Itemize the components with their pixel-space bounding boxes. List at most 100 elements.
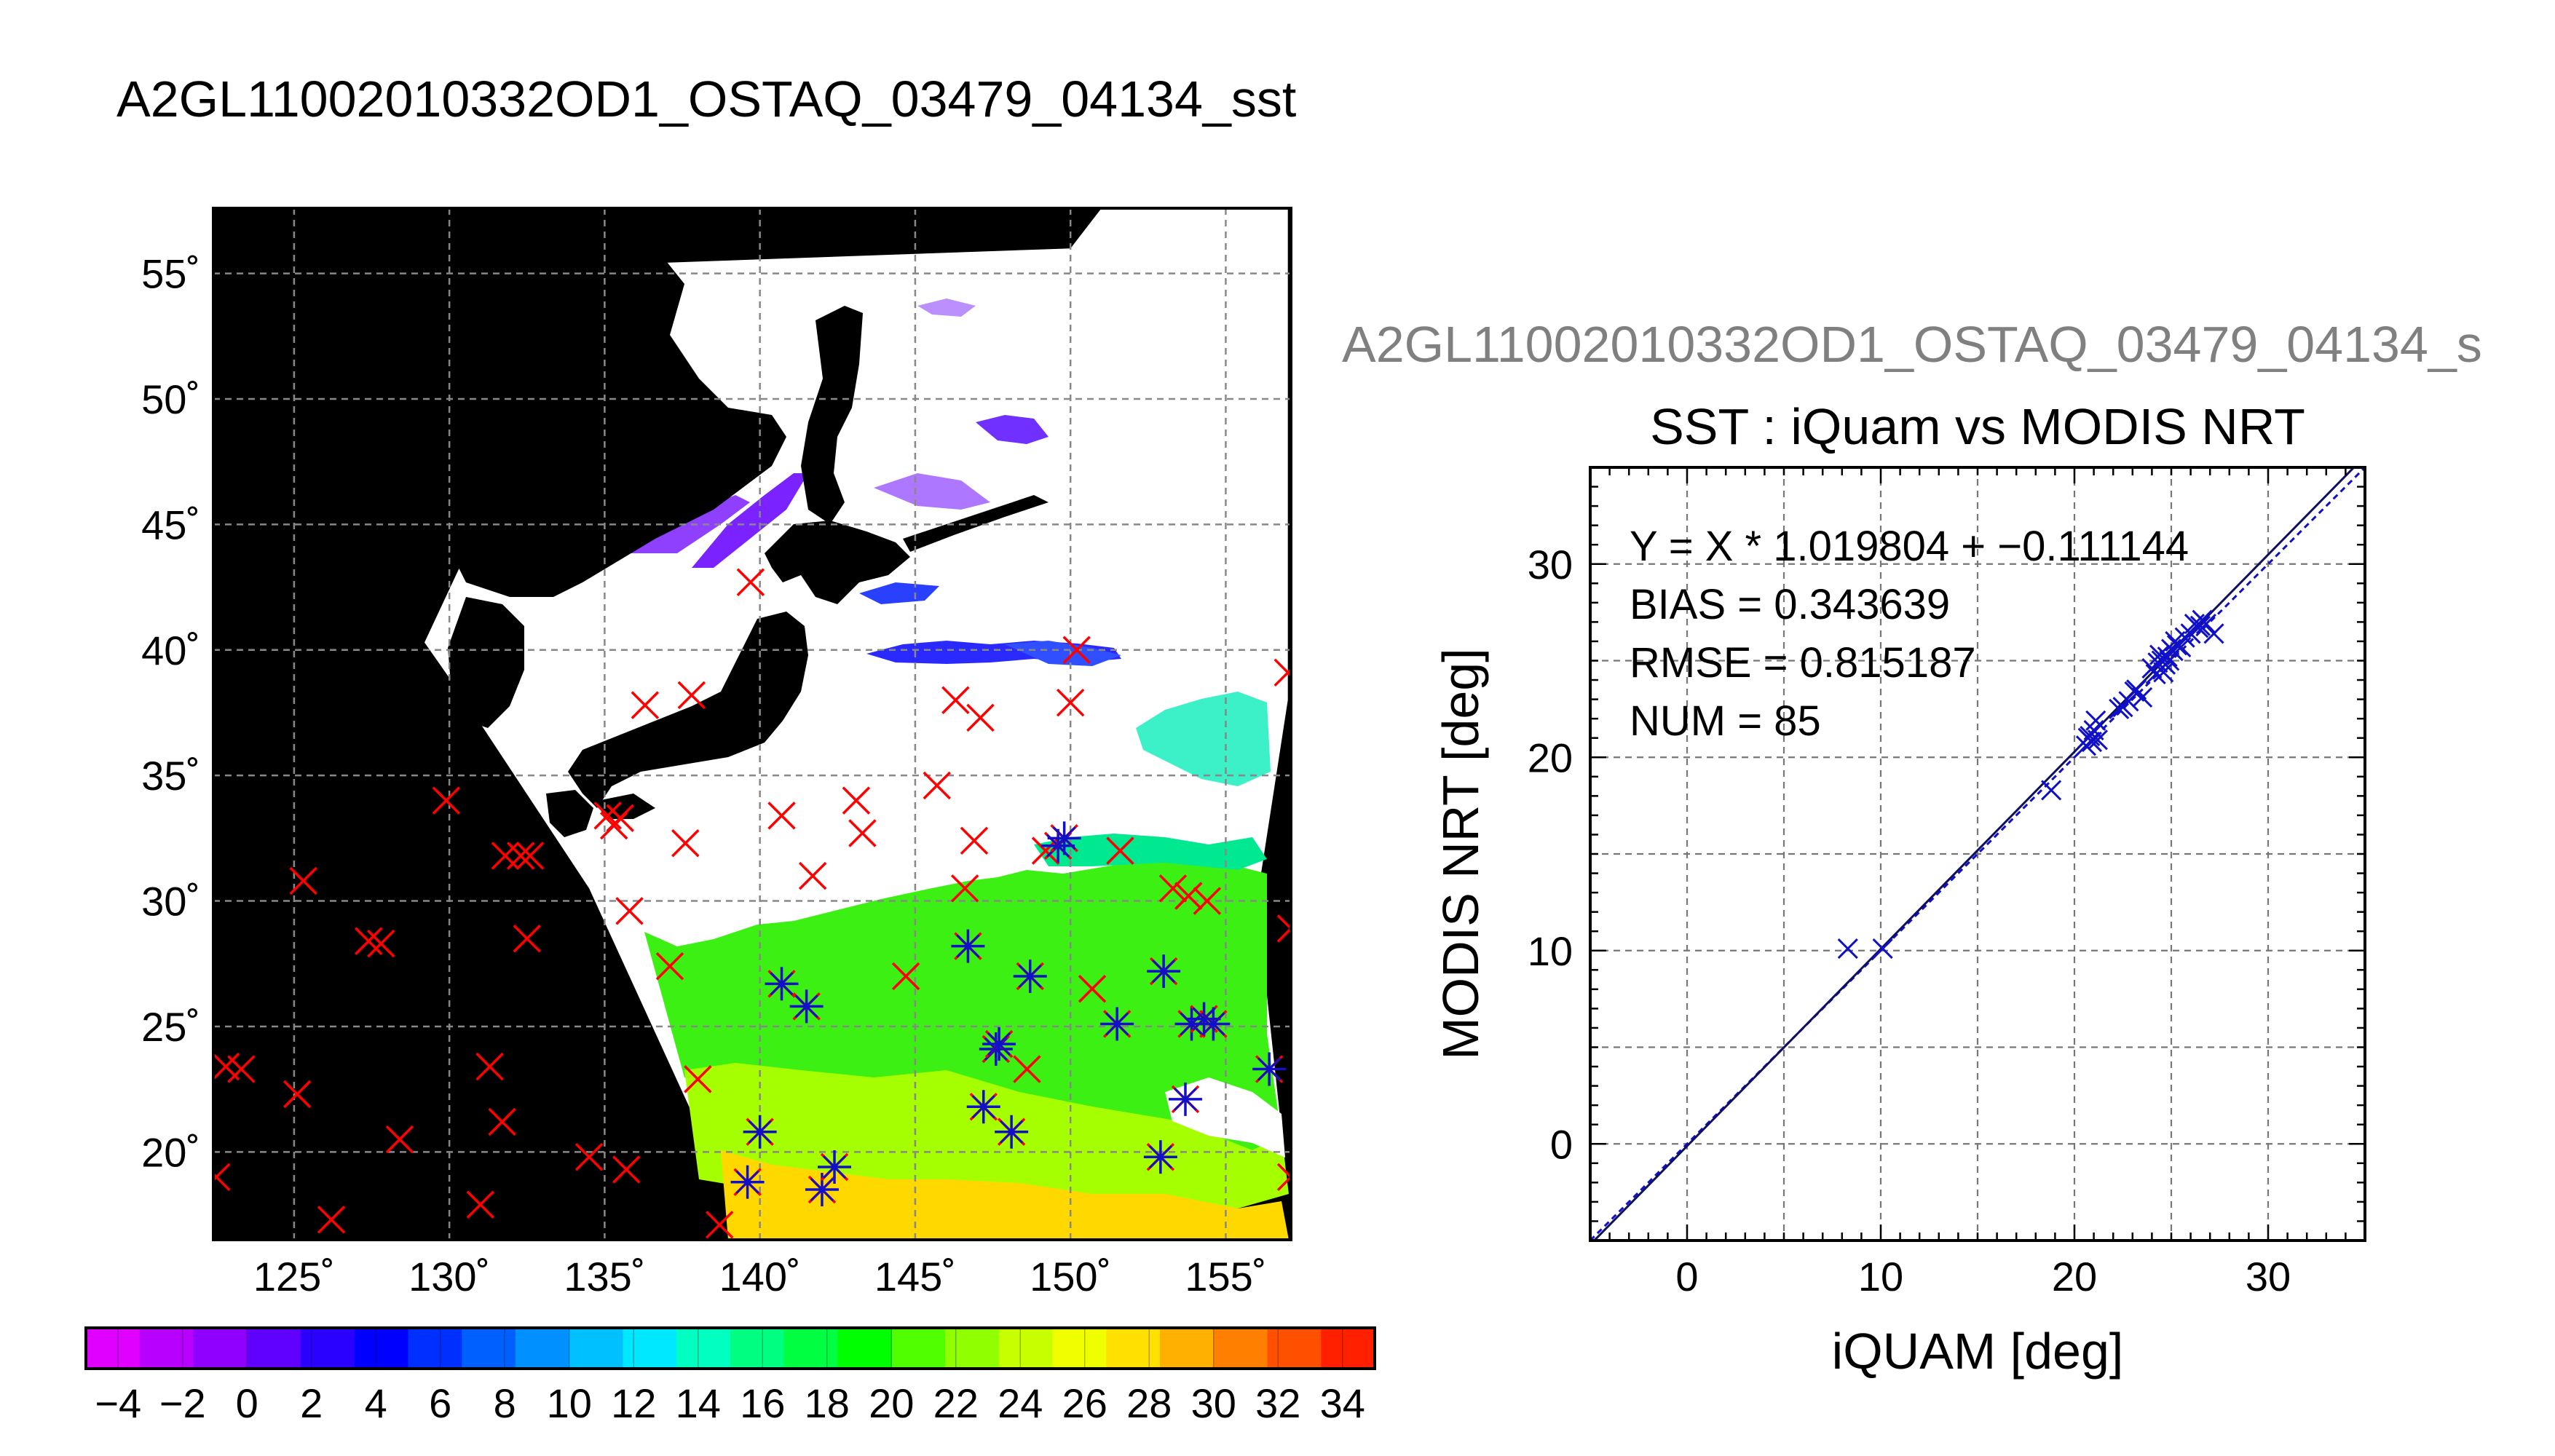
scatter-point xyxy=(2149,644,2171,665)
matched-marker xyxy=(995,1115,1029,1149)
matched-marker xyxy=(1196,1007,1231,1041)
land-honshu xyxy=(568,612,808,808)
colorbar-swatch xyxy=(569,1328,624,1369)
map-y-axis: 20˚ 25˚ 30˚ 35˚ 40˚ 45˚ 50˚ 55˚ xyxy=(141,251,200,1176)
sst-blue-patch-east xyxy=(1005,641,1121,666)
colorbar-tick-label: 16 xyxy=(740,1380,785,1426)
colorbar-tick-label: 30 xyxy=(1191,1380,1236,1426)
matched-marker xyxy=(979,1032,1013,1066)
unmatched-marker xyxy=(848,819,877,847)
identity-line xyxy=(1590,467,2365,1241)
scatter-point xyxy=(2077,727,2098,748)
colorbar-frame xyxy=(84,1326,1376,1370)
colorbar-swatch xyxy=(1052,1328,1107,1369)
sst-purple-hokkaido-strait xyxy=(692,473,808,568)
colorbar-swatch xyxy=(1213,1328,1268,1369)
colorbar-tick-label: 10 xyxy=(547,1380,592,1426)
scatter-point xyxy=(2153,662,2174,683)
colorbar-swatch xyxy=(354,1328,409,1369)
land-sakhalin xyxy=(801,306,863,524)
colorbar-swatch xyxy=(623,1328,677,1369)
unmatched-marker xyxy=(385,1125,414,1154)
sst-blue-north-east xyxy=(859,582,939,604)
scatter-x-tick-label: 0 xyxy=(1675,1254,1698,1299)
unmatched-marker xyxy=(842,786,871,815)
colorbar-swatch xyxy=(945,1328,1000,1369)
unmatched-marker xyxy=(705,1211,734,1239)
matched-marker xyxy=(1147,954,1181,989)
land-hokkaido xyxy=(765,521,910,604)
matched-marker xyxy=(966,1090,1000,1124)
unmatched-marker xyxy=(507,842,535,870)
map-x-tick-label: 145˚ xyxy=(874,1254,956,1299)
colorbar-swatch xyxy=(730,1328,785,1369)
unmatched-marker xyxy=(615,897,644,925)
page-title: A2GL11002010332OD1_OSTAQ_03479_04134_sst xyxy=(117,71,1296,127)
scatter-point xyxy=(2174,627,2195,648)
colorbar-tick-label: −2 xyxy=(159,1380,206,1426)
unmatched-marker xyxy=(1013,1055,1041,1083)
map-panel: 125˚ 130˚ 135˚ 140˚ 145˚ 150˚ 155˚ 20˚ 25˚ 30˚ 35… xyxy=(141,207,1292,1299)
matched-marker xyxy=(765,967,799,1001)
unmatched-marker xyxy=(798,861,827,890)
unmatched-marker xyxy=(1062,636,1091,665)
matched-marker xyxy=(1143,1140,1177,1174)
unmatched-marker xyxy=(966,703,995,732)
unmatched-marker xyxy=(941,686,970,714)
unmatched-marker xyxy=(1193,887,1222,915)
land-asia-coast xyxy=(213,208,786,597)
scatter-point xyxy=(2041,780,2062,801)
map-y-tick-label: 50˚ xyxy=(141,376,200,422)
scatter-point xyxy=(2085,710,2106,731)
unmatched-marker xyxy=(574,1142,604,1171)
unmatched-marker xyxy=(767,802,796,830)
annotation-count: NUM = 85 xyxy=(1630,697,1821,745)
unmatched-marker xyxy=(960,826,989,855)
colorbar-tick-label: 18 xyxy=(805,1380,850,1426)
unmatched-marker xyxy=(213,1163,231,1192)
map-gridlines xyxy=(213,208,1291,1240)
unmatched-marker xyxy=(317,1206,346,1234)
sst-cyan-region xyxy=(1136,692,1271,786)
annotation-bias: BIAS = 0.343639 xyxy=(1630,581,1950,628)
unmatched-marker xyxy=(367,929,395,958)
matched-marker xyxy=(982,1027,1016,1061)
unmatched-marker xyxy=(475,1052,504,1081)
colorbar-swatch xyxy=(783,1328,839,1369)
unmatched-marker xyxy=(684,1065,712,1093)
scatter-y-tick-label: 20 xyxy=(1528,735,1573,780)
map-x-tick-label: 125˚ xyxy=(253,1254,335,1299)
scatter-ticks: 0 10 20 30 0 10 20 30 xyxy=(1528,466,2366,1299)
map-y-tick-label: 35˚ xyxy=(141,753,200,799)
matched-marker xyxy=(1013,959,1047,993)
colorbar-tick-label: 4 xyxy=(365,1380,387,1426)
scatter-point xyxy=(2189,615,2211,636)
unmatched-marker xyxy=(891,962,920,991)
map-y-tick-label: 55˚ xyxy=(141,251,200,297)
scatter-point xyxy=(1837,938,1858,960)
sst-yellow-region xyxy=(721,1150,1289,1240)
matched-marker xyxy=(818,1150,852,1184)
matched-marker xyxy=(805,1173,839,1207)
unmatched-marker xyxy=(283,1080,312,1109)
colorbar-ticks: −4 −2 0 2 4 6 8 10 12 14 16 18 20 22 24 26 28 30 32 34 xyxy=(95,1328,1365,1426)
annotation-rmse: RMSE = 0.815187 xyxy=(1630,639,1976,687)
colorbar-tick-label: 6 xyxy=(429,1380,451,1426)
scatter-point xyxy=(2195,613,2216,635)
map-x-tick-label: 150˚ xyxy=(1030,1254,1111,1299)
scatter-x-axis-label: iQUAM [deg] xyxy=(1832,1323,2124,1380)
colorbar-swatch xyxy=(837,1328,892,1369)
colorbar-tick-label: 8 xyxy=(494,1380,516,1426)
scatter-panel: A2GL11002010332OD1_OSTAQ_03479_04134_s S… xyxy=(1342,316,2482,1380)
matched-marker xyxy=(1100,1007,1134,1041)
colorbar-tick-label: 24 xyxy=(998,1380,1043,1426)
unmatched-marker xyxy=(923,771,952,800)
map-x-tick-label: 135˚ xyxy=(564,1254,645,1299)
colorbar-swatch xyxy=(998,1328,1054,1369)
colorbar-tick-label: 28 xyxy=(1126,1380,1172,1426)
scatter-point xyxy=(2132,687,2153,708)
map-y-tick-label: 40˚ xyxy=(141,628,200,673)
unmatched-marker xyxy=(612,1155,641,1184)
matched-marker xyxy=(743,1115,777,1149)
